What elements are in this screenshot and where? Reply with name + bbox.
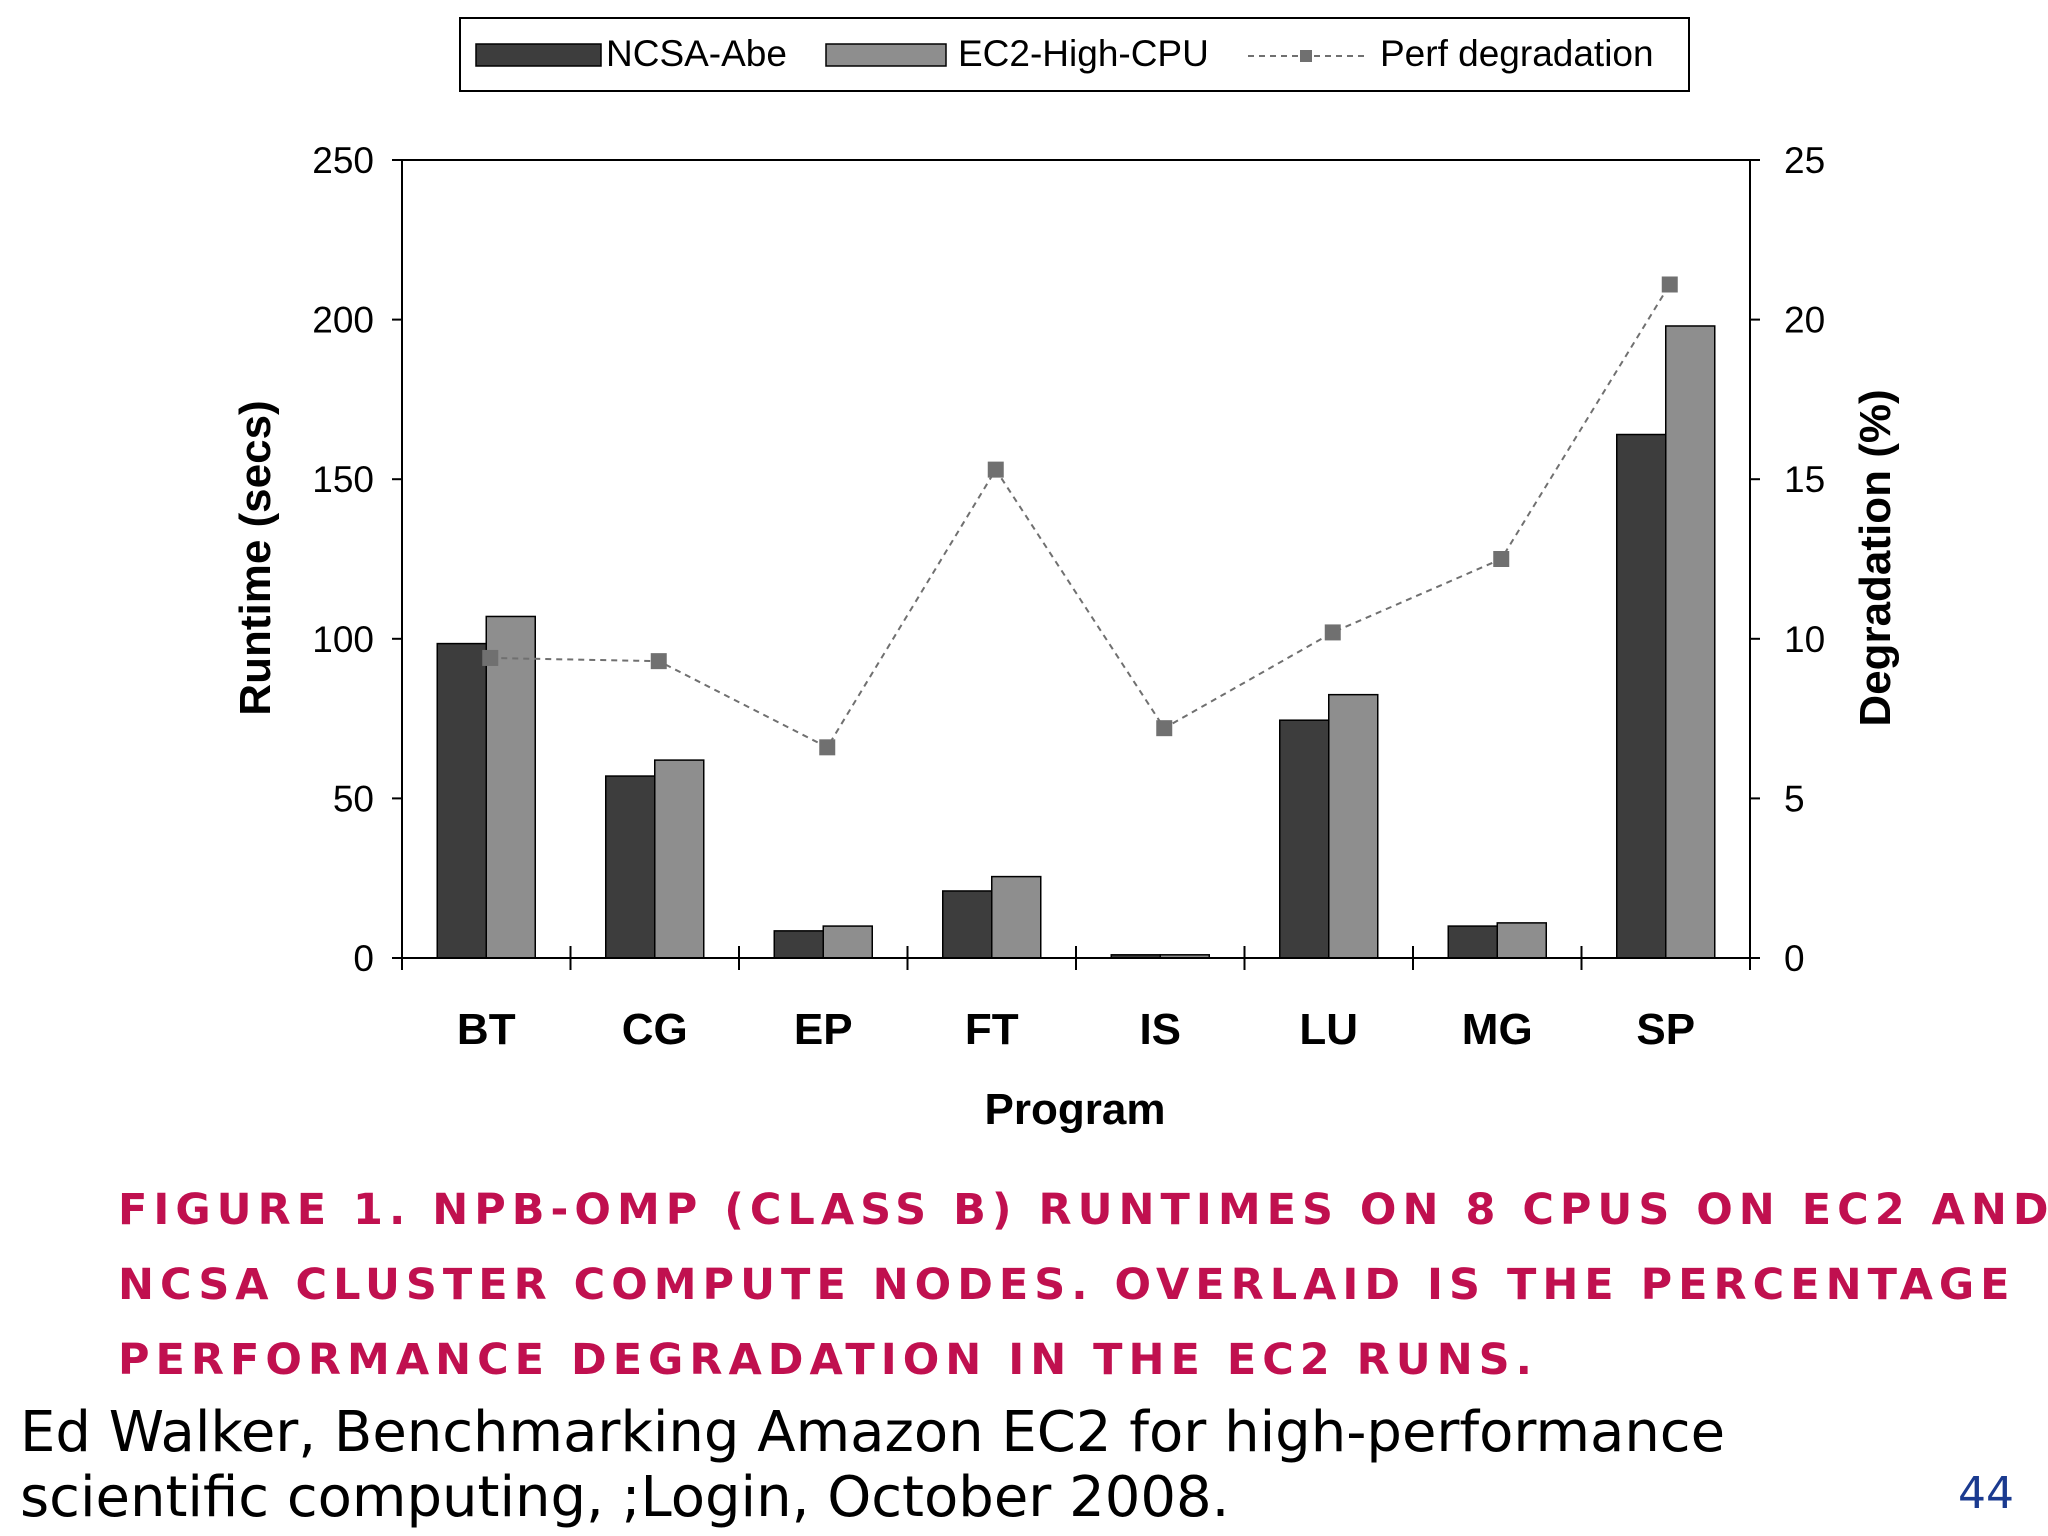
legend: NCSA-Abe EC2-High-CPU Perf degradation [459, 17, 1690, 92]
figure-caption-line-1: FIGURE 1. NPB-OMP (CLASS B) RUNTIMES ON … [118, 1185, 2048, 1235]
degradation-line [482, 276, 1678, 756]
citation-line-2: scientific computing, ;Login, October 20… [20, 1465, 1230, 1530]
y2-tick-label: 20 [1784, 300, 1825, 341]
degradation-point-ft [987, 461, 1004, 478]
x-tick-label: SP [1636, 1005, 1695, 1054]
figure-caption-line-2: NCSA CLUSTER COMPUTE NODES. OVERLAID IS … [118, 1260, 2016, 1310]
y-tick-label: 0 [353, 938, 374, 979]
x-tick-label: LU [1299, 1005, 1358, 1054]
bar-ec2-high-cpu-ft [991, 875, 1042, 959]
legend-box [459, 17, 1690, 92]
x-tick-label: MG [1462, 1005, 1533, 1054]
y2-tick-label: 25 [1784, 140, 1825, 181]
bar-ncsa-abe-sp [1616, 433, 1667, 959]
bar-ec2-high-cpu-sp [1665, 325, 1716, 959]
degradation-point-mg [1493, 551, 1510, 567]
y-tick-label: 250 [312, 140, 374, 181]
y-tick-label: 100 [312, 619, 374, 660]
citation-line-1: Ed Walker, Benchmarking Amazon EC2 for h… [20, 1400, 1726, 1465]
x-tick-label: FT [965, 1005, 1019, 1054]
bars [436, 325, 1716, 959]
legend-label-ec2-high-cpu: EC2-High-CPU [958, 33, 1209, 74]
bar-ncsa-abe-ep [773, 930, 824, 959]
degradation-point-cg [650, 653, 667, 670]
x-tick-label: EP [794, 1005, 853, 1054]
degradation-point-is [1156, 720, 1173, 737]
bar-ncsa-abe-bt [436, 642, 487, 959]
x-axis-title: Program [985, 1085, 1166, 1134]
legend-swatch-ec2-high-cpu [825, 43, 947, 67]
slide-number: 44 [1958, 1468, 2014, 1519]
legend-label-ncsa-abe: NCSA-Abe [606, 33, 787, 74]
bar-ncsa-abe-ft [942, 890, 993, 959]
y2-tick-label: 10 [1784, 619, 1825, 660]
y-tick-label: 50 [333, 778, 374, 819]
x-tick-label: CG [622, 1005, 688, 1054]
bar-ec2-high-cpu-bt [485, 615, 536, 959]
axes: 0 50 100 150 200 250 0 5 10 15 20 25 BT CG EP FT IS LU MG S… [231, 140, 1900, 1134]
degradation-point-bt [482, 649, 499, 666]
bar-ncsa-abe-mg [1447, 925, 1498, 959]
degradation-point-ep [819, 739, 836, 756]
degradation-point-lu [1324, 624, 1341, 641]
y-tick-label: 200 [312, 300, 374, 341]
x-tick-label: IS [1139, 1005, 1181, 1054]
bar-ec2-high-cpu-mg [1496, 922, 1547, 959]
legend-marker-perf-degradation [1300, 50, 1312, 62]
chart: NCSA-Abe EC2-High-CPU Perf degradation 050… [231, 17, 1900, 1134]
degradation-point-sp [1661, 276, 1678, 293]
y2-axis-title: Degradation (%) [1851, 389, 1900, 726]
bar-ec2-high-cpu-lu [1328, 693, 1379, 959]
bar-ncsa-abe-lu [1279, 719, 1330, 959]
degradation-polyline [490, 283, 1671, 749]
x-tick-label: BT [457, 1005, 516, 1054]
y-axis-title: Runtime (secs) [231, 400, 280, 715]
bar-ncsa-abe-cg [605, 775, 656, 959]
bar-ec2-high-cpu-cg [654, 759, 705, 959]
y2-tick-label: 5 [1784, 778, 1805, 819]
legend-swatch-ncsa-abe [475, 43, 602, 67]
legend-label-perf-degradation: Perf degradation [1380, 33, 1654, 74]
y-tick-label: 150 [312, 459, 374, 500]
y2-tick-label: 15 [1784, 459, 1825, 500]
y2-tick-label: 0 [1784, 938, 1805, 979]
bar-ec2-high-cpu-ep [822, 925, 873, 959]
figure-caption-line-3: PERFORMANCE DEGRADATION IN THE EC2 RUNS. [118, 1335, 1538, 1385]
